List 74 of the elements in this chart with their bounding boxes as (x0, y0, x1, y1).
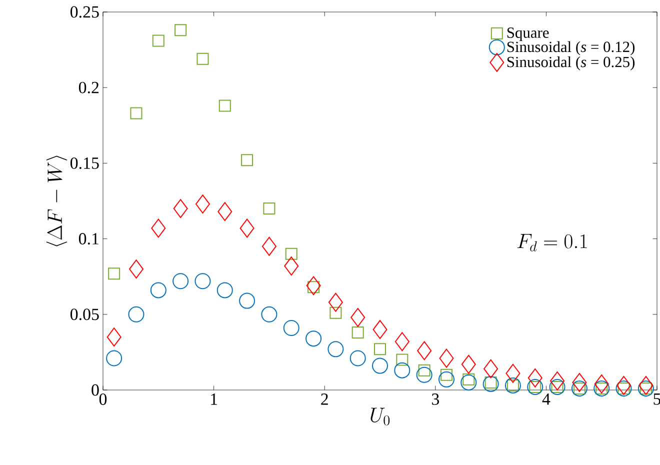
point (196, 52, 209, 65)
point (216, 282, 233, 298)
point (638, 376, 654, 395)
point (151, 218, 166, 238)
point (306, 276, 321, 296)
y-tick-label: 0.15 (70, 157, 99, 169)
point (416, 366, 432, 383)
point (263, 202, 276, 215)
x-tick-label: 2 (321, 394, 328, 405)
point (262, 236, 276, 256)
point (482, 376, 499, 392)
point (152, 34, 164, 47)
y-tick-label: 0.2 (78, 82, 99, 94)
y-tick-label: 0.25 (70, 6, 99, 18)
point (261, 306, 278, 322)
x-tick-label: 4 (542, 394, 550, 405)
point (106, 350, 122, 366)
point (394, 332, 410, 352)
y-tick-label: 0.1 (78, 233, 98, 245)
point (396, 354, 408, 366)
point (283, 320, 300, 336)
point (150, 282, 166, 298)
point (417, 341, 432, 360)
point (528, 368, 542, 388)
y-tick-label: 0 (92, 384, 99, 396)
point (285, 248, 298, 260)
point (128, 260, 144, 279)
legend-label: Sinusoidal (s = 0.12) (507, 41, 635, 56)
point (460, 374, 477, 390)
point (284, 256, 299, 276)
point (328, 292, 343, 312)
point (394, 362, 410, 378)
point (108, 268, 120, 280)
point (128, 306, 144, 322)
point (218, 100, 231, 112)
point (461, 354, 476, 374)
point (173, 199, 188, 218)
annotation: $F_d = 0.1$ (517, 234, 587, 252)
point (506, 364, 520, 383)
point (106, 328, 122, 347)
x-tick-label: 1 (211, 394, 218, 405)
point (308, 281, 320, 294)
point (372, 358, 388, 374)
x-axis-title: $U_0$ (370, 408, 390, 426)
point (438, 371, 454, 388)
x-tick-label: 3 (432, 394, 439, 405)
point (372, 320, 388, 340)
point (350, 350, 366, 366)
point (330, 306, 342, 319)
point (218, 202, 232, 222)
point (616, 376, 632, 395)
legend-label: Square (507, 28, 549, 42)
point (572, 372, 587, 392)
point (439, 348, 454, 368)
y-axis-title: $\langle \Delta F - W \rangle$ (46, 156, 68, 246)
point (550, 371, 565, 390)
point (130, 107, 142, 120)
point (172, 273, 189, 290)
point (306, 330, 322, 347)
point (352, 326, 364, 339)
point (328, 341, 344, 358)
point (241, 154, 254, 166)
x-tick-label: 0 (99, 394, 107, 405)
point (194, 273, 211, 290)
point (240, 218, 254, 238)
point (195, 194, 210, 214)
point (239, 292, 256, 309)
y-tick-label: 0.05 (70, 308, 99, 320)
point (484, 359, 498, 378)
point (374, 343, 386, 356)
point (174, 24, 187, 36)
legend-label: Sinusoidal (s = 0.25) (507, 56, 635, 70)
point (350, 308, 366, 327)
point (594, 374, 609, 394)
